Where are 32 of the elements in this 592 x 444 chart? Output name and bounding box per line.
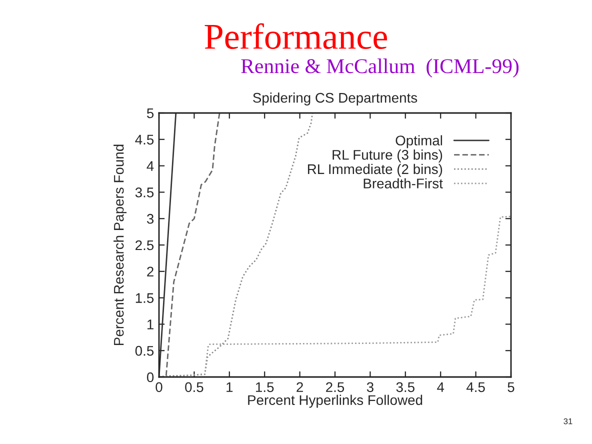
y-axis-title: Percent Research Papers Found bbox=[114, 144, 126, 345]
text: 31 bbox=[564, 418, 572, 424]
x-tick-label: 1.5 bbox=[256, 382, 274, 392]
legend-label: Breadth-First bbox=[364, 178, 443, 188]
y-tick-label: 2.5 bbox=[136, 240, 154, 250]
x-tick-label: 5 bbox=[508, 382, 514, 392]
y-tick-label: 1 bbox=[147, 320, 154, 330]
legend-label: RL Immediate (2 bins) bbox=[308, 164, 442, 177]
y-tick-label: 3.5 bbox=[135, 188, 154, 198]
y-tick-label: 0.5 bbox=[135, 346, 154, 356]
y-tick-label: 3 bbox=[146, 214, 154, 224]
x-tick-label: 0 bbox=[156, 382, 162, 392]
legend-label: RL Future (3 bins) bbox=[332, 150, 442, 162]
x-tick-label: 4 bbox=[437, 382, 444, 392]
x-tick-label: 1 bbox=[226, 382, 233, 392]
y-tick-label: 4 bbox=[146, 161, 154, 171]
x-tick-label: 3.5 bbox=[396, 382, 414, 392]
x-tick-label: 2 bbox=[296, 382, 303, 392]
y-tick-label: 4.5 bbox=[135, 134, 154, 145]
y-tick-label: 2 bbox=[147, 266, 154, 276]
legend-label: Optimal bbox=[396, 135, 442, 148]
y-tick-label: 5 bbox=[146, 108, 154, 118]
y-tick-label: 1.5 bbox=[136, 293, 154, 303]
x-tick-label: 2.5 bbox=[326, 382, 344, 392]
chart-subtitle: Rennie & McCallum (ICML-99) bbox=[241, 58, 519, 78]
chart-title: Performance bbox=[204, 23, 387, 50]
x-tick-label: 0.5 bbox=[185, 382, 204, 392]
y-tick-label: 0 bbox=[146, 372, 154, 382]
x-tick-label: 3 bbox=[366, 382, 374, 392]
x-axis-title: Percent Hyperlinks Followed bbox=[248, 394, 422, 408]
x-tick-label: 4.5 bbox=[466, 382, 485, 392]
text: Spidering CS Departments bbox=[253, 92, 418, 106]
